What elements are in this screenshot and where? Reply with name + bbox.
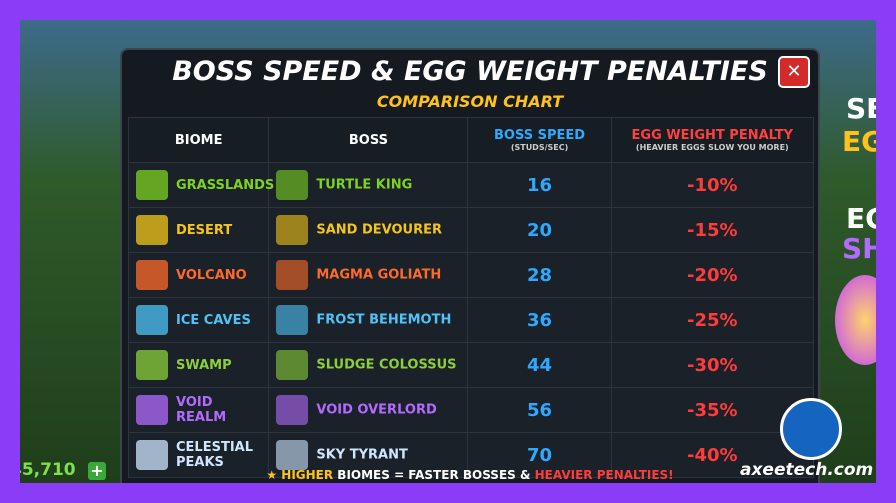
title: BOSS SPEED & EGG WEIGHT PENALTIES [172, 56, 768, 87]
add-button[interactable]: + [88, 462, 106, 480]
biome-name: VOID REALM [176, 395, 227, 425]
boss-name: FROST BEHEMOTH [316, 312, 452, 328]
row: ICE CAVES FROST BEHEMOTH 36 -25% [127, 297, 815, 343]
table: BIOME BOSS BOSS SPEED (STUDS/SEC) EGG WEIGHT… [127, 117, 815, 478]
biome-name: CELESTIAL PEAKS [176, 440, 253, 470]
biome-cell: VOLCANO [127, 252, 270, 298]
column-header: BOSS [268, 117, 469, 163]
biome-icon [136, 395, 168, 425]
biome-name: VOLCANO [176, 267, 247, 283]
boss-name: VOID OVERLORD [316, 402, 437, 418]
biome-icon [136, 350, 168, 380]
biome-name: DESERT [176, 222, 233, 238]
panel: BOSS SPEED & EGG WEIGHT PENALTIES COMPAR… [120, 48, 820, 483]
biome-cell: GRASSLANDS [127, 162, 275, 208]
boss-icon [276, 305, 309, 335]
header-label: BIOME [174, 132, 223, 148]
egg-penalty: -15% [610, 207, 815, 253]
boss-speed: 70 [467, 432, 612, 478]
biome-cell: DESERT [127, 207, 270, 253]
boss-name: SAND DEVOURER [316, 222, 443, 238]
biome-cell: ICE CAVES [127, 297, 270, 343]
side-text: SE [846, 92, 876, 125]
biome-icon [136, 170, 168, 200]
boss-icon [276, 440, 309, 470]
header-label: BOSS SPEED [494, 128, 586, 143]
footer-part: BIOMES = FASTER BOSSES & [333, 468, 535, 482]
boss-name: TURTLE KING [316, 177, 413, 193]
side-text: EG [846, 202, 876, 235]
biome-name: SWAMP [176, 357, 232, 373]
boss-name: SLUDGE COLOSSUS [316, 357, 457, 373]
biome-icon [136, 440, 168, 470]
boss-name: MAGMA GOLIATH [316, 267, 442, 283]
boss-cell: MAGMA GOLIATH [268, 252, 469, 298]
close-button[interactable]: ✕ [778, 56, 810, 88]
footer-part: HIGHER [281, 468, 334, 482]
biome-cell: VOID REALM [127, 387, 270, 433]
biome-icon [136, 305, 168, 335]
biome-name: GRASSLANDS [176, 177, 275, 193]
biome-icon [136, 260, 168, 290]
boss-icon [276, 260, 309, 290]
biome-cell: SWAMP [127, 342, 270, 388]
egg [835, 275, 876, 365]
row: SWAMP SLUDGE COLOSSUS 44 -30% [127, 342, 815, 388]
boss-icon [276, 215, 309, 245]
side-text: EG [842, 125, 876, 158]
boss-icon [276, 350, 309, 380]
row: VOLCANO MAGMA GOLIATH 28 -20% [127, 252, 815, 298]
egg-penalty: -25% [610, 297, 815, 343]
boss-cell: SLUDGE COLOSSUS [268, 342, 469, 388]
egg-penalty: -30% [610, 342, 815, 388]
header-sublabel: (STUDS/SEC) [510, 143, 569, 152]
column-header: BOSS SPEED (STUDS/SEC) [467, 117, 612, 163]
header-label: BOSS [348, 132, 388, 148]
egg-penalty: -20% [610, 252, 815, 298]
egg-penalty: -40% [610, 432, 815, 478]
boss-speed: 20 [467, 207, 612, 253]
header-sublabel: (HEAVIER EGGS SLOW YOU MORE) [635, 143, 789, 152]
column-header: BIOME [127, 117, 270, 163]
boss-cell: VOID OVERLORD [268, 387, 469, 433]
biome-cell: CELESTIAL PEAKS [127, 432, 270, 478]
side-text: SH [842, 232, 876, 265]
boss-speed: 28 [467, 252, 612, 298]
footer: ★ HIGHER BIOMES = FASTER BOSSES & HEAVIE… [122, 468, 818, 482]
subtitle: COMPARISON CHART [376, 92, 564, 111]
biome-icon [136, 215, 168, 245]
star: ★ [266, 468, 282, 482]
boss-speed: 56 [467, 387, 612, 433]
row: DESERT SAND DEVOURER 20 -15% [127, 207, 815, 253]
boss-speed: 44 [467, 342, 612, 388]
boss-icon [276, 395, 309, 425]
row: GRASSLANDS TURTLE KING 16 -10% [127, 162, 815, 208]
boss-name: SKY TYRANT [316, 447, 408, 463]
boss-cell: FROST BEHEMOTH [268, 297, 469, 343]
boss-icon [276, 170, 309, 200]
row: VOID REALM VOID OVERLORD 56 -35% [127, 387, 815, 433]
egg-penalty: -35% [610, 387, 815, 433]
column-header: EGG WEIGHT PENALTY (HEAVIER EGGS SLOW YOU… [610, 117, 815, 163]
logo [780, 398, 842, 460]
boss-speed: 16 [467, 162, 612, 208]
boss-cell: TURTLE KING [268, 162, 469, 208]
row: CELESTIAL PEAKS SKY TYRANT 70 -40% [127, 432, 815, 478]
boss-cell: SAND DEVOURER [268, 207, 469, 253]
game-scene: SE EG EG SH 45,710 + BOSS SPEED & EGG WE… [20, 20, 876, 483]
boss-cell: SKY TYRANT [268, 432, 469, 478]
egg-penalty: -10% [610, 162, 815, 208]
boss-speed: 36 [467, 297, 612, 343]
biome-name: ICE CAVES [176, 312, 251, 328]
header-label: EGG WEIGHT PENALTY [631, 128, 794, 143]
watermark: axeetech.com [740, 460, 874, 480]
coin-count: 45,710 [20, 460, 76, 480]
footer-part: HEAVIER PENALTIES! [534, 468, 674, 482]
